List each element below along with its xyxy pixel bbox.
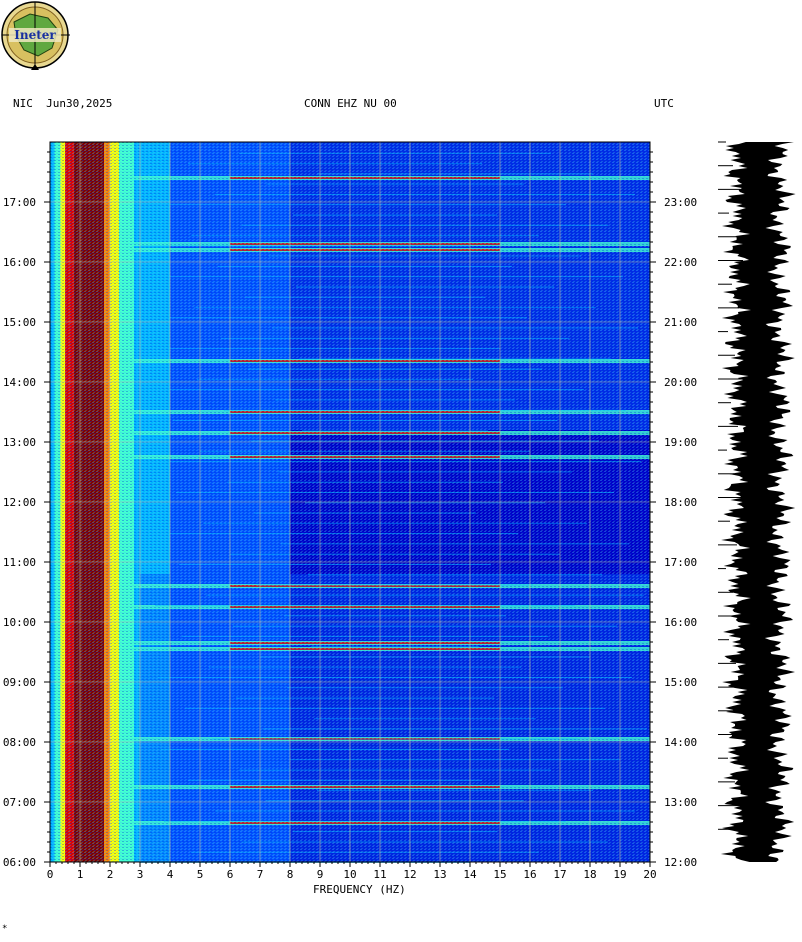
x-tick-label: 5 bbox=[197, 868, 204, 881]
y-right-tick-label: 18:00 bbox=[664, 496, 697, 509]
y-axis-right-ticks: 12:00 13:00 14:00 15:00 16:00 17:00 18:00 19:00… bbox=[650, 151, 697, 869]
y-left-tick-label: 16:00 bbox=[3, 256, 36, 269]
x-tick-label: 12 bbox=[403, 868, 416, 881]
y-axis-left-ticks: 06:00 07:00 08:00 09:00 10:00 11:00 12:00 13:00… bbox=[3, 151, 50, 869]
x-tick-label: 3 bbox=[137, 868, 144, 881]
x-tick-label: 14 bbox=[463, 868, 477, 881]
x-tick-label: 9 bbox=[317, 868, 324, 881]
seismic-trace bbox=[718, 141, 796, 862]
x-tick-label: 16 bbox=[523, 868, 536, 881]
trace-envelope bbox=[720, 142, 796, 862]
x-tick-label: 2 bbox=[107, 868, 114, 881]
y-left-tick-label: 10:00 bbox=[3, 616, 36, 629]
x-tick-label: 7 bbox=[257, 868, 264, 881]
x-tick-label: 0 bbox=[47, 868, 54, 881]
y-right-tick-label: 20:00 bbox=[664, 376, 697, 389]
x-tick-label: 13 bbox=[433, 868, 446, 881]
y-left-tick-label: 09:00 bbox=[3, 676, 36, 689]
x-tick-label: 4 bbox=[167, 868, 174, 881]
y-right-tick-label: 23:00 bbox=[664, 196, 697, 209]
x-axis-label: FREQUENCY (HZ) bbox=[313, 883, 406, 896]
header-station-date: NIC Jun30,2025 bbox=[13, 97, 113, 110]
x-tick-label: 6 bbox=[227, 868, 234, 881]
y-left-tick-label: 07:00 bbox=[3, 796, 36, 809]
y-left-tick-label: 08:00 bbox=[3, 736, 36, 749]
corner-mark: * bbox=[2, 924, 8, 934]
x-tick-label: 10 bbox=[343, 868, 356, 881]
ineter-logo-icon: Ineter bbox=[0, 0, 72, 72]
header-channel: CONN EHZ NU 00 bbox=[304, 97, 397, 110]
y-right-tick-label: 15:00 bbox=[664, 676, 697, 689]
y-right-tick-label: 13:00 bbox=[664, 796, 697, 809]
y-left-tick-label: 14:00 bbox=[3, 376, 36, 389]
header-timezone: UTC bbox=[654, 97, 674, 110]
y-left-tick-label: 15:00 bbox=[3, 316, 36, 329]
x-tick-label: 18 bbox=[583, 868, 596, 881]
x-tick-label: 8 bbox=[287, 868, 294, 881]
x-axis-ticks: 0 1 2 3 4 5 6 7 8 9 10 11 12 13 14 15 16 17 18 19 20 bbox=[47, 862, 657, 881]
x-tick-label: 19 bbox=[613, 868, 626, 881]
y-left-tick-label: 13:00 bbox=[3, 436, 36, 449]
y-right-tick-label: 22:00 bbox=[664, 256, 697, 269]
x-tick-label: 11 bbox=[373, 868, 386, 881]
y-left-tick-label: 06:00 bbox=[3, 856, 36, 869]
logo-text: Ineter bbox=[14, 28, 56, 42]
y-right-tick-label: 19:00 bbox=[664, 436, 697, 449]
y-right-tick-label: 16:00 bbox=[664, 616, 697, 629]
y-left-tick-label: 12:00 bbox=[3, 496, 36, 509]
y-right-tick-label: 12:00 bbox=[664, 856, 697, 869]
y-right-tick-label: 21:00 bbox=[664, 316, 697, 329]
y-right-tick-label: 14:00 bbox=[664, 736, 697, 749]
y-left-tick-label: 17:00 bbox=[3, 196, 36, 209]
x-tick-label: 17 bbox=[553, 868, 566, 881]
y-left-tick-label: 11:00 bbox=[3, 556, 36, 569]
x-tick-label: 20 bbox=[643, 868, 656, 881]
grid-lines bbox=[50, 142, 650, 862]
y-right-tick-label: 17:00 bbox=[664, 556, 697, 569]
x-tick-label: 15 bbox=[493, 868, 506, 881]
x-tick-label: 1 bbox=[77, 868, 84, 881]
